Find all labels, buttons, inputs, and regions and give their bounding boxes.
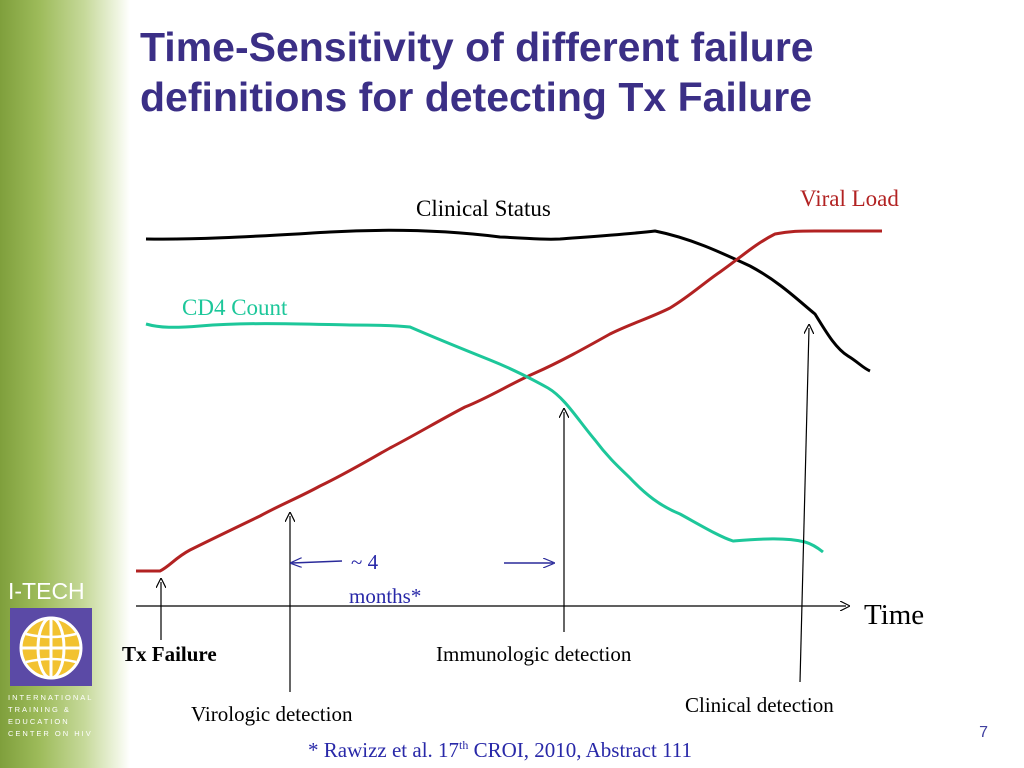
- tx-failure-label: Tx Failure: [122, 642, 217, 666]
- interval-label-line2: months*: [349, 584, 422, 608]
- clinical-status-label: Clinical Status: [416, 196, 551, 221]
- page-number: 7: [979, 724, 988, 741]
- citation-superscript: th: [459, 738, 469, 752]
- viral-load-curve: [136, 229, 882, 573]
- logo-title: I-TECH: [8, 578, 85, 604]
- virologic-detection-label: Virologic detection: [191, 702, 353, 726]
- citation-prefix: * Rawizz et al. 17: [308, 738, 460, 762]
- logo-text-line4: CENTER ON HIV: [8, 729, 93, 738]
- viral-load-label: Viral Load: [800, 186, 899, 211]
- cd4-count-label: CD4 Count: [182, 295, 288, 320]
- cd4-count-curve: [145, 322, 824, 554]
- itech-logo: I-TECH INTERNATIONAL TRAINING & EDUCATIO…: [8, 578, 94, 748]
- interval-label-line1: ~ 4: [351, 550, 379, 574]
- clinical-detection-marker: [799, 328, 809, 683]
- immunologic-detection-label: Immunologic detection: [436, 642, 632, 666]
- logo-text-line2: TRAINING &: [8, 705, 71, 714]
- slide-title: Time-Sensitivity of different failure de…: [140, 22, 1000, 122]
- title-line-2: definitions for detecting Tx Failure: [140, 74, 812, 120]
- citation: * Rawizz et al. 17th CROI, 2010, Abstrac…: [308, 738, 692, 763]
- clinical-status-curve: [145, 228, 871, 373]
- citation-suffix: CROI, 2010, Abstract 111: [468, 738, 692, 762]
- interval-arrow-left: [292, 561, 343, 563]
- time-axis-label: Time: [864, 599, 925, 631]
- globe-icon: [10, 608, 92, 686]
- logo-text-line1: INTERNATIONAL: [8, 693, 94, 702]
- logo-text-line3: EDUCATION: [8, 717, 70, 726]
- title-line-1: Time-Sensitivity of different failure: [140, 24, 814, 70]
- clinical-detection-label: Clinical detection: [685, 693, 834, 717]
